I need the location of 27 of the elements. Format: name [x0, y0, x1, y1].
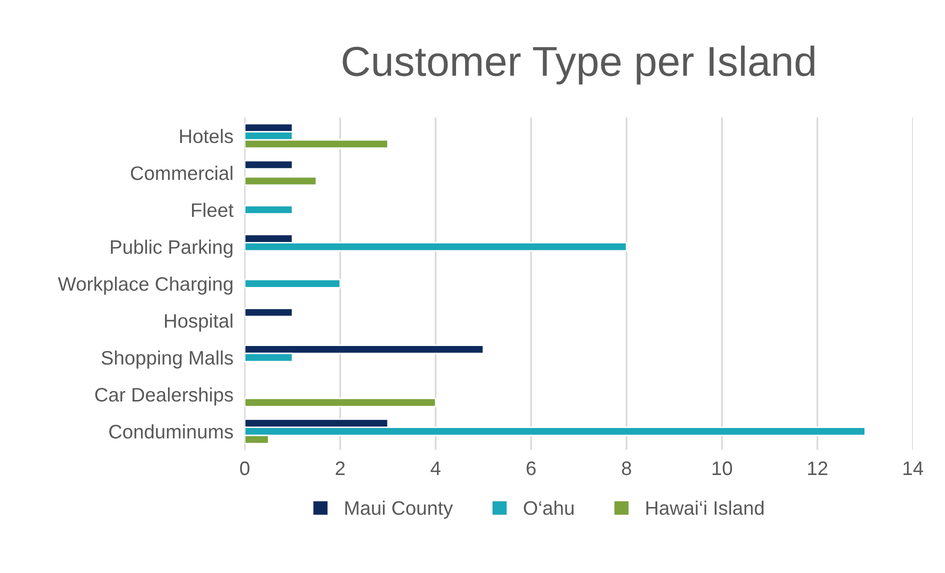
x-tick-label: 6	[526, 461, 536, 476]
y-tick-label: Hotels	[180, 128, 233, 144]
bar	[244, 176, 318, 186]
y-tick-label: Hospital	[164, 314, 232, 332]
x-tick-label: 0	[240, 461, 250, 476]
x-tick-label: 12	[808, 461, 828, 476]
y-tick-label: Public Parking	[110, 240, 232, 258]
x-tick-label: 10	[712, 461, 732, 476]
y-tick-label: Workplace Charging	[58, 276, 232, 295]
x-tick-label: 2	[336, 461, 345, 476]
bar	[244, 205, 294, 215]
x-tick-label: 4	[430, 462, 440, 476]
legend-label: Hawai‘i Island	[646, 500, 764, 515]
y-tick-label: Car Dealerships	[95, 387, 233, 406]
legend-label: Maui County	[345, 500, 453, 519]
y-tick-label: Shopping Malls	[102, 350, 233, 369]
legend-label: O‘ahu	[524, 500, 574, 515]
y-tick-label: Commercial	[130, 166, 232, 180]
bar	[244, 308, 294, 318]
bar	[244, 278, 341, 288]
bar	[244, 160, 294, 170]
y-tick-label: Fleet	[192, 202, 234, 218]
y-tick-label: Conduminums	[109, 424, 233, 439]
bar	[244, 398, 436, 408]
x-tick-label: 8	[622, 461, 632, 476]
chart-title: Customer Type per Island	[342, 46, 814, 84]
x-tick-label: 14	[904, 462, 924, 476]
